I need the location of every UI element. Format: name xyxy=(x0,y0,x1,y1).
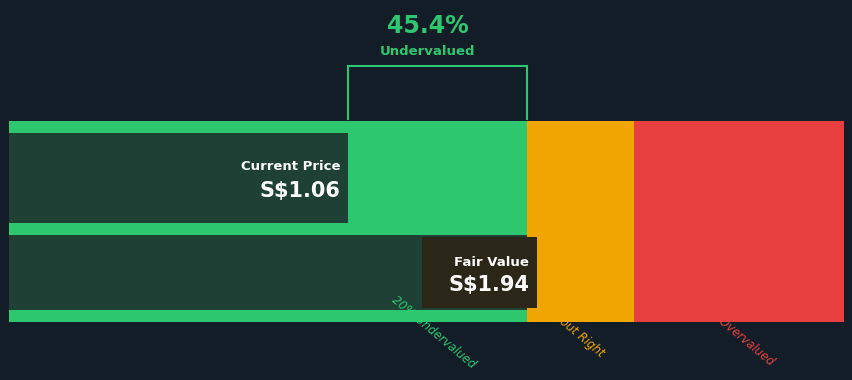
Bar xyxy=(633,121,843,133)
Text: 20% Undervalued: 20% Undervalued xyxy=(389,293,477,371)
Text: Current Price: Current Price xyxy=(240,160,340,174)
Bar xyxy=(633,223,843,235)
Bar xyxy=(633,310,843,322)
Text: 45.4%: 45.4% xyxy=(386,14,468,38)
Bar xyxy=(527,133,633,223)
Text: About Right: About Right xyxy=(544,305,607,359)
Bar xyxy=(9,223,527,235)
Bar xyxy=(527,310,633,322)
Bar xyxy=(633,235,843,310)
Bar xyxy=(9,235,527,310)
Text: 20% Overvalued: 20% Overvalued xyxy=(693,296,776,369)
Bar xyxy=(9,310,527,322)
Bar xyxy=(527,223,633,235)
Bar xyxy=(9,133,348,223)
Bar xyxy=(9,133,348,223)
Bar xyxy=(422,237,537,308)
Bar xyxy=(633,133,843,223)
Text: Fair Value: Fair Value xyxy=(454,256,528,269)
Text: S$1.94: S$1.94 xyxy=(447,274,528,295)
Bar xyxy=(348,133,527,223)
Bar xyxy=(527,235,633,310)
Text: Undervalued: Undervalued xyxy=(379,45,475,58)
Text: S$1.06: S$1.06 xyxy=(259,181,340,201)
Bar xyxy=(9,121,527,133)
Bar xyxy=(527,121,633,133)
